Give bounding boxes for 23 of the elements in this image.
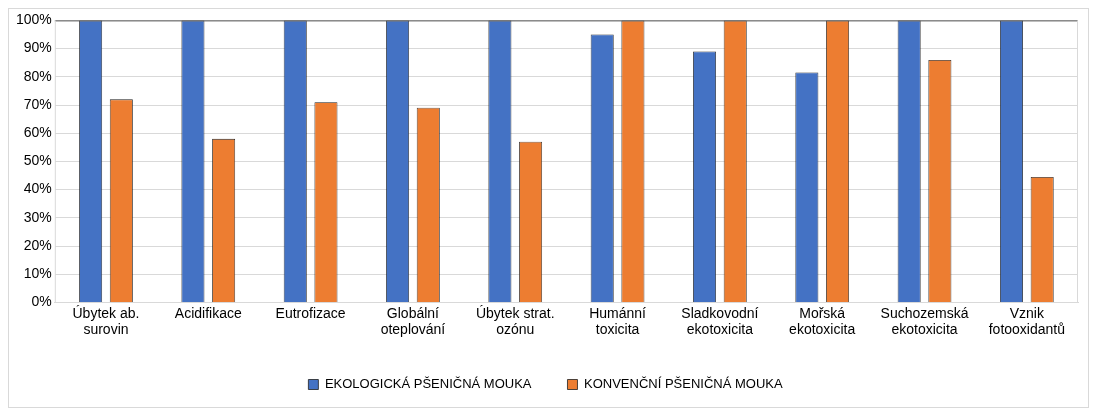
- y-tick-label: 90%: [23, 39, 52, 56]
- x-tick-label: Úbytek strat. ozónu: [475, 304, 555, 338]
- x-tick-label: Suchozemská ekotoxicita: [880, 304, 969, 338]
- x-tick-label: Úbytek ab. surovin: [72, 304, 140, 338]
- y-tick-label: 60%: [23, 124, 52, 141]
- y-tick-label: 10%: [23, 265, 52, 282]
- y-tick-label: 50%: [23, 152, 52, 169]
- x-tick-label: Vznik fotooxidantů: [988, 304, 1065, 338]
- legend-label: KONVENČNÍ PŠENIČNÁ MOUKA: [583, 376, 783, 392]
- legend-label: EKOLOGICKÁ PŠENIČNÁ MOUKA: [324, 376, 532, 392]
- x-tick-label: Mořská ekotoxicita: [789, 304, 856, 338]
- y-tick-label: 70%: [23, 95, 52, 112]
- x-tick-label: Globální oteplování: [380, 304, 446, 338]
- y-tick-label: 30%: [23, 208, 52, 225]
- x-tick-label: Acidifikace: [174, 304, 242, 321]
- x-tick-label: Sladkovodní ekotoxicita: [681, 304, 759, 338]
- y-tick-label: 80%: [23, 67, 52, 84]
- y-tick-label: 20%: [23, 236, 52, 253]
- y-tick-label: 100%: [15, 11, 52, 28]
- x-tick-label: Eutrofizace: [275, 304, 346, 321]
- y-tick-label: 40%: [23, 180, 52, 197]
- y-tick-label: 0%: [31, 293, 52, 310]
- x-tick-label: Humánní toxicita: [589, 304, 647, 338]
